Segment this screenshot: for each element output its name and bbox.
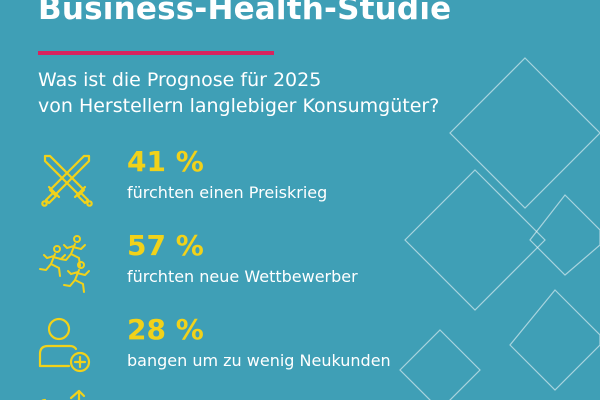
- stat-new-competitors: 57 % fürchten neue Wettbewerber: [35, 232, 575, 302]
- stat-text: fürchten einen Preiskrieg: [127, 183, 328, 202]
- stat-value: 57 %: [127, 229, 204, 262]
- stat-value: 41 %: [127, 145, 204, 178]
- stat-text: bangen um zu wenig Neukunden: [127, 351, 391, 370]
- runners-icon: [39, 235, 90, 293]
- title-underline: [38, 51, 274, 55]
- crossed-swords-icon: [41, 154, 93, 207]
- subtitle: Was ist die Prognose für 2025 von Herste…: [38, 67, 538, 119]
- stat-text: fürchten neue Wettbewerber: [127, 267, 358, 286]
- page-title: Business-Health-Studie: [38, 0, 452, 27]
- stat-value: 28 %: [127, 313, 204, 346]
- subtitle-line-2: von Herstellern langlebiger Konsumgüter?: [38, 95, 440, 117]
- stat-few-new-customers: 28 % bangen um zu wenig Neukunden: [35, 316, 575, 386]
- subtitle-line-1: Was ist die Prognose für 2025: [38, 69, 322, 91]
- stat-price-war: 41 % fürchten einen Preiskrieg: [35, 148, 575, 218]
- partial-icon: [41, 389, 86, 400]
- user-add-icon: [38, 317, 91, 373]
